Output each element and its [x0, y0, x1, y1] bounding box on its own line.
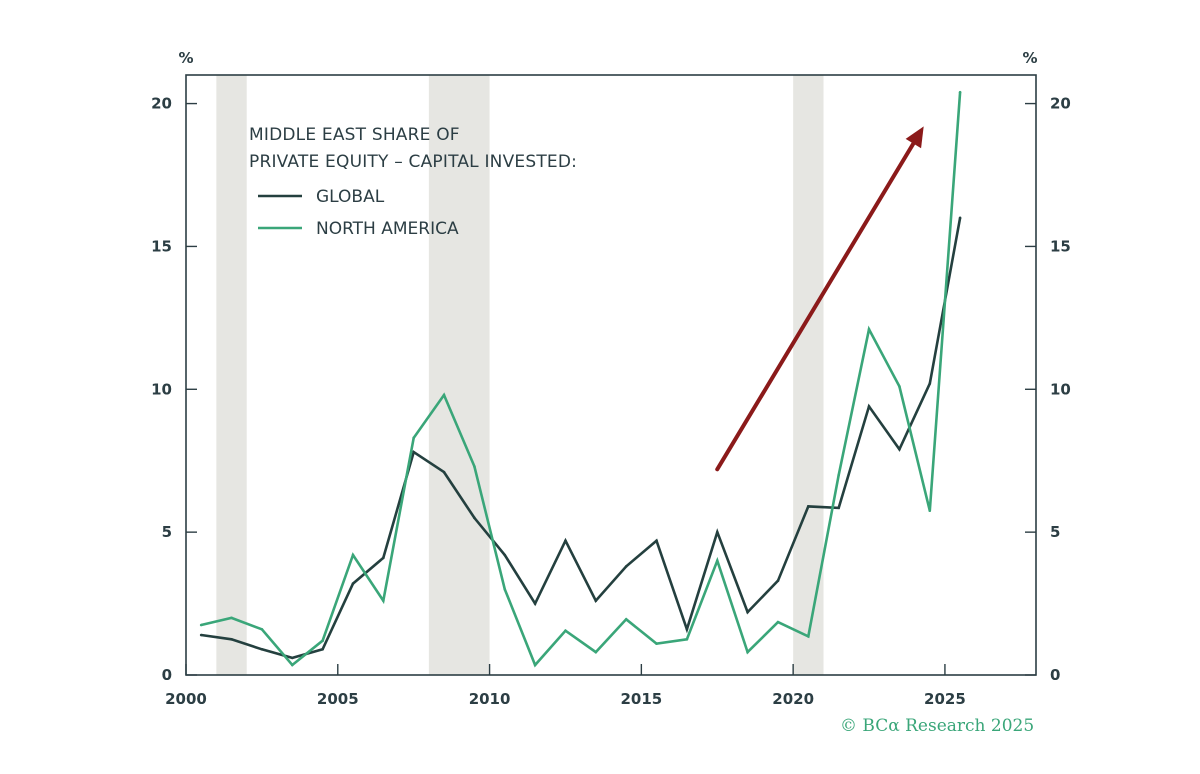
point-north-america-20: [807, 635, 810, 638]
point-north-america-2: [260, 627, 264, 631]
chart-title-line-2: PRIVATE EQUITY – CAPITAL INVESTED:: [249, 152, 577, 172]
x-tick-label-2015: 2015: [620, 690, 662, 708]
point-north-america-11: [533, 663, 537, 667]
y-tick-label-left-20: 20: [151, 95, 172, 113]
shaded-periods: [216, 75, 824, 675]
point-global-20: [807, 505, 810, 508]
point-north-america-16: [685, 637, 689, 641]
series-line-north-america: [200, 92, 962, 668]
x-tick-label-2025: 2025: [924, 690, 966, 708]
point-north-america-7: [412, 436, 415, 440]
y-tick-label-right-20: 20: [1050, 95, 1071, 113]
point-north-america-13: [594, 650, 598, 654]
point-north-america-19: [776, 620, 780, 624]
point-global-10: [503, 553, 507, 557]
point-global-17: [715, 530, 719, 534]
point-north-america-21: [837, 473, 840, 477]
copyright-credit: © BCα Research 2025: [840, 716, 1035, 736]
point-north-america-10: [503, 587, 507, 591]
annotations: [715, 126, 924, 472]
y-tick-label-right-0: 0: [1050, 666, 1060, 684]
point-north-america-6: [382, 599, 385, 603]
point-north-america-1: [230, 616, 233, 620]
legend: MIDDLE EAST SHARE OF PRIVATE EQUITY – CA…: [249, 125, 577, 239]
point-north-america-9: [473, 465, 476, 468]
point-global-24: [928, 382, 932, 385]
point-north-america-24: [928, 509, 932, 513]
point-north-america-23: [898, 385, 901, 388]
point-global-12: [564, 539, 567, 543]
point-north-america-22: [867, 327, 871, 331]
shaded-period-0: [216, 75, 247, 675]
shaded-period-1: [428, 75, 490, 675]
point-global-5: [351, 582, 355, 585]
x-tick-label-2020: 2020: [772, 690, 814, 708]
chart-title-line-1: MIDDLE EAST SHARE OF: [249, 125, 460, 145]
point-north-america-4: [321, 639, 324, 643]
point-north-america-8: [442, 393, 446, 397]
y-tick-label-left-15: 15: [151, 237, 172, 255]
point-global-14: [624, 565, 628, 568]
x-tick-label-2010: 2010: [469, 690, 511, 708]
point-north-america-5: [351, 553, 355, 557]
point-north-america-15: [655, 642, 658, 645]
y-unit-right: %: [1022, 49, 1037, 67]
point-global-9: [473, 516, 476, 520]
y-tick-label-left-10: 10: [151, 380, 172, 398]
y-tick-label-left-0: 0: [162, 666, 172, 684]
plot-frame: [185, 74, 1037, 676]
point-global-25: [958, 216, 962, 220]
point-global-13: [594, 599, 598, 603]
point-north-america-17: [715, 559, 719, 563]
point-global-3: [290, 656, 294, 660]
point-global-19: [776, 579, 780, 583]
point-global-0: [199, 633, 203, 637]
point-global-23: [898, 447, 901, 451]
point-north-america-0: [199, 623, 203, 627]
point-global-8: [442, 470, 446, 474]
point-north-america-14: [624, 617, 628, 621]
point-global-11: [533, 602, 537, 605]
point-north-america-3: [290, 663, 294, 667]
series-group: [199, 90, 962, 668]
point-global-4: [321, 647, 324, 651]
y-tick-label-right-15: 15: [1050, 237, 1071, 255]
point-global-7: [412, 450, 415, 454]
point-global-16: [685, 627, 689, 631]
y-tick-label-right-5: 5: [1050, 523, 1060, 541]
point-global-6: [382, 556, 385, 560]
y-unit-left: %: [178, 49, 193, 67]
point-global-18: [746, 610, 749, 614]
point-global-15: [655, 539, 658, 543]
annotation-arrow-shaft-0: [715, 141, 916, 472]
legend-label-north-america: NORTH AMERICA: [316, 219, 459, 239]
y-tick-label-right-10: 10: [1050, 380, 1071, 398]
point-north-america-18: [746, 650, 749, 654]
point-north-america-25: [958, 90, 962, 94]
y-tick-label-left-5: 5: [162, 523, 172, 541]
point-global-2: [260, 647, 264, 651]
point-global-21: [837, 506, 840, 510]
point-global-22: [867, 405, 871, 408]
point-global-1: [230, 637, 233, 641]
x-tick-label-2000: 2000: [165, 690, 207, 708]
shaded-period-2: [793, 75, 824, 675]
legend-label-global: GLOBAL: [316, 187, 385, 207]
annotation-arrow-head-0: [905, 126, 924, 149]
x-tick-label-2005: 2005: [317, 690, 359, 708]
point-north-america-12: [564, 629, 567, 633]
